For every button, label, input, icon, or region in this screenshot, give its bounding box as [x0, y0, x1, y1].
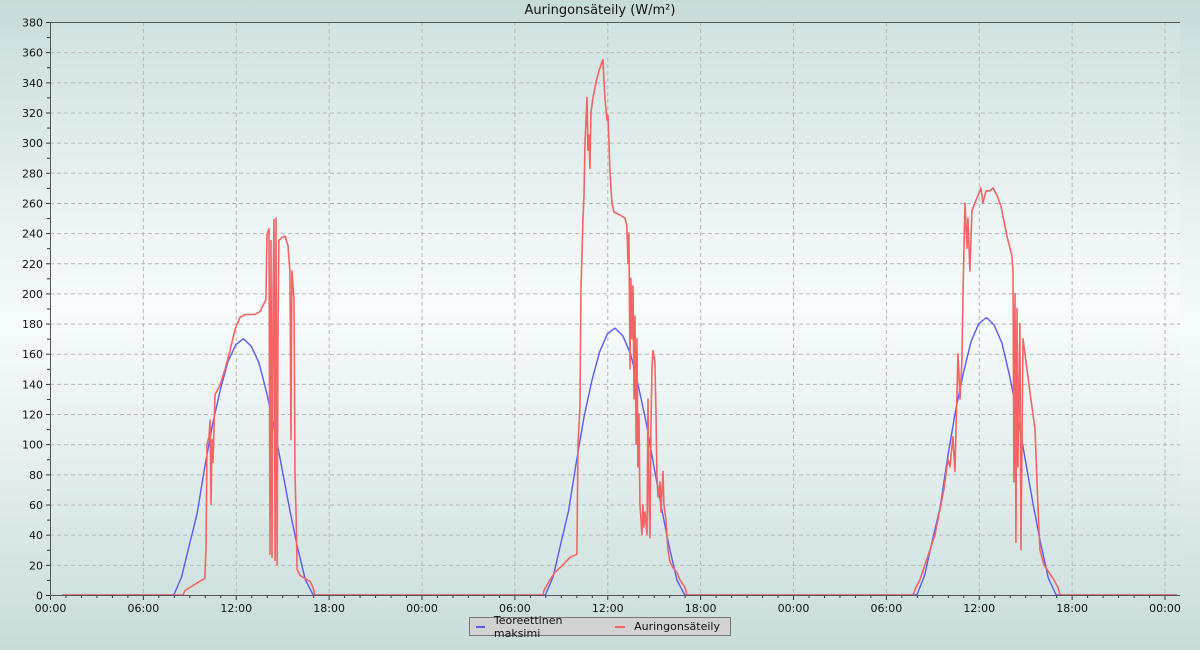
- legend-label: Teoreettinen maksimi: [493, 613, 563, 640]
- series-line-theoretical-max: [62, 316, 1177, 596]
- legend-swatch-blue: [476, 625, 485, 628]
- legend-label: Auringonsäteily: [634, 620, 720, 633]
- y-tick-label: 220: [22, 258, 43, 271]
- x-tick-label: 00:00: [1149, 602, 1181, 615]
- y-tick-label: 120: [22, 409, 43, 422]
- x-tick-label: 12:00: [592, 602, 624, 615]
- y-tick-label: 260: [22, 197, 43, 210]
- x-tick-label: 06:00: [499, 602, 531, 615]
- y-tick-label: 240: [22, 228, 43, 241]
- y-tick-label: 320: [22, 107, 43, 120]
- y-tick-label: 60: [29, 499, 43, 512]
- y-tick-label: 160: [22, 348, 43, 361]
- x-tick-label: 18:00: [313, 602, 345, 615]
- x-tick-label: 00:00: [406, 602, 438, 615]
- x-tick-label: 00:00: [778, 602, 810, 615]
- legend-item-theoretical: Teoreettinen maksimi: [476, 614, 599, 640]
- x-tick-label: 18:00: [1056, 602, 1088, 615]
- y-tick-label: 100: [22, 439, 43, 452]
- y-tick-label: 200: [22, 288, 43, 301]
- y-tick-label: 20: [29, 559, 43, 572]
- y-tick-label: 360: [22, 47, 43, 60]
- y-tick-label: 180: [22, 318, 43, 331]
- y-tick-label: 40: [29, 529, 43, 542]
- y-tick-label: 80: [29, 469, 43, 482]
- y-tick-label: 140: [22, 378, 43, 391]
- x-tick-label: 06:00: [871, 602, 903, 615]
- x-tick-label: 12:00: [220, 602, 252, 615]
- series-line-irradiance: [62, 58, 1177, 596]
- chart-title: Auringonsäteily (W/m²): [524, 3, 676, 18]
- plot-area: [50, 22, 1180, 595]
- x-tick-label: 12:00: [963, 602, 995, 615]
- y-tick-label: 300: [22, 137, 43, 150]
- y-tick-label: 0: [36, 590, 43, 603]
- x-tick-label: 06:00: [128, 602, 160, 615]
- y-tick-label: 380: [22, 17, 43, 30]
- legend-item-irradiance: Auringonsäteily: [615, 620, 720, 633]
- x-tick-label: 18:00: [685, 602, 717, 615]
- legend: Teoreettinen maksimi Auringonsäteily: [469, 614, 731, 640]
- x-tick-label: 00:00: [35, 602, 67, 615]
- y-tick-label: 280: [22, 167, 43, 180]
- legend-swatch-red: [615, 625, 626, 628]
- y-tick-label: 340: [22, 77, 43, 90]
